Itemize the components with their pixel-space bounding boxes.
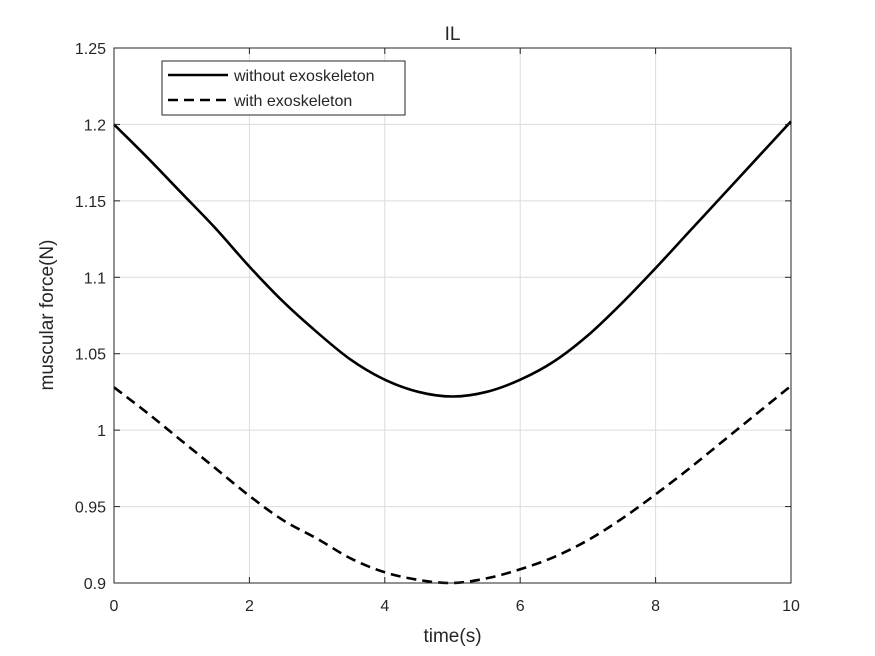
y-tick-label: 0.95 <box>75 500 106 517</box>
y-tick-labels: 0.9 0.95 1 1.05 1.1 1.15 1.2 1.25 <box>75 41 106 593</box>
legend-box <box>161 60 406 116</box>
series-layer <box>113 120 792 585</box>
x-tick-label: 2 <box>245 598 254 615</box>
y-tick-label: 1.25 <box>75 41 106 58</box>
y-tick-label: 1.1 <box>84 270 106 287</box>
y-tick-label: 0.9 <box>84 576 106 593</box>
y-tick-label: 1.05 <box>75 347 106 364</box>
legend-label-without-exoskeleton: without exoskeleton <box>233 68 375 85</box>
x-tick-label: 0 <box>110 598 119 615</box>
y-tick-label: 1 <box>97 423 106 440</box>
legend-label-with-exoskeleton: with exoskeleton <box>233 93 352 110</box>
x-axis-label: time(s) <box>423 626 481 647</box>
x-tick-label: 8 <box>651 598 660 615</box>
x-tick-label: 6 <box>516 598 525 615</box>
legend: without exoskeleton with exoskeleton <box>161 60 406 116</box>
x-tick-label: 4 <box>380 598 389 615</box>
series-line-without-exoskeleton <box>113 120 792 398</box>
y-tick-label: 1.2 <box>84 117 106 134</box>
chart-title: IL <box>445 24 461 45</box>
plot-frame <box>113 47 792 584</box>
grid-lines <box>114 48 791 583</box>
x-tick-label: 10 <box>782 598 800 615</box>
y-tick-label: 1.15 <box>75 194 106 211</box>
tick-marks <box>113 47 792 584</box>
y-axis-label: muscular force(N) <box>37 240 58 391</box>
x-tick-labels: 0 2 4 6 8 10 <box>110 598 800 615</box>
